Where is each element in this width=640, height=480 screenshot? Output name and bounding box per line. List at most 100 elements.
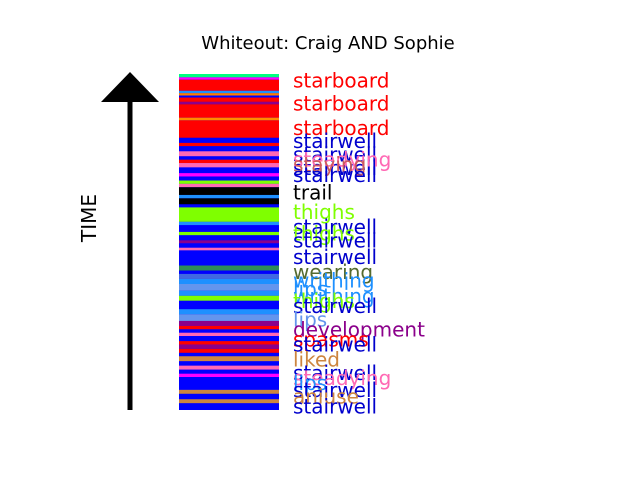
event-label: trail [293,180,332,204]
stripe [179,300,279,310]
event-label: steadying [293,148,391,172]
stripe [179,159,279,164]
stripe [179,336,279,342]
stripe [179,79,279,91]
stripe-column [179,74,279,410]
stripe [179,393,279,400]
stripe [179,270,279,274]
stripe [179,187,279,195]
stripe [179,151,279,157]
event-label: lips [293,371,327,395]
stripe [179,207,279,222]
stripe [179,326,279,330]
stripe [179,146,279,152]
stripe [179,273,279,279]
stripe [179,120,279,138]
stripe [179,173,279,177]
event-label: liked [293,348,340,372]
stripe [179,104,279,118]
time-arrow-head [101,72,159,102]
stripe [179,348,279,353]
stripe [179,314,279,321]
event-label: lips [293,277,327,301]
stripe [179,377,279,390]
stripe [179,137,279,143]
event-label: stairwell [293,294,377,318]
stripe [179,399,279,404]
stripe [179,403,279,410]
stripe [179,389,279,394]
event-label: stairwell [293,361,377,385]
stripe [179,221,279,226]
time-axis [101,72,159,410]
stripe [179,77,279,80]
stripe [179,290,279,296]
event-label: stairwell [293,228,377,252]
stripe [179,97,279,102]
stripe [179,309,279,315]
stripe [179,183,279,188]
stripe [179,74,279,78]
event-label: stairwell [293,129,377,153]
event-label: stairwell [293,332,377,356]
y-axis-label: TIME [77,194,101,243]
stripe [179,142,279,147]
event-label: development [293,317,425,341]
event-label: stairwell [293,215,377,239]
event-label: stairwell [293,156,377,180]
stripe [179,265,279,271]
event-label: stairwell [293,245,377,269]
stripe [179,320,279,326]
stripe [179,156,279,160]
event-labels: starboardstarboardstarboardstairwellstai… [293,69,425,419]
stripe [179,231,279,236]
event-label: writhing [293,284,375,308]
event-label: aniuse [293,385,359,409]
stripe [179,90,279,94]
event-label: stairwell [293,395,377,419]
stripe [179,250,279,266]
stripe [179,93,279,96]
event-label: stairwell [293,143,377,167]
stripe [179,240,279,244]
event-label: thighs [293,200,355,224]
event-label: wearing [293,260,373,284]
stripe [179,247,279,251]
stripe [179,235,279,241]
stripe [179,101,279,105]
event-label: staying [293,153,366,177]
event-label: thighs [293,222,355,246]
stripe [179,295,279,301]
event-label: steadying [293,366,391,390]
event-label: thighs [293,289,355,313]
event-label: stairwell [293,378,377,402]
stripe [179,365,279,370]
stripe [179,373,279,378]
event-label: spasms [293,327,369,351]
stripe [179,117,279,121]
event-label: starboard [293,69,390,93]
stripe [179,198,279,205]
stripe [179,194,279,199]
stripe [179,332,279,337]
stripe [179,341,279,345]
stripe [179,361,279,366]
stripe [179,167,279,174]
event-label: stairwell [293,163,377,187]
event-label: starboard [293,92,390,116]
event-label: starboard [293,116,390,140]
stripe [179,95,279,98]
stripe [179,176,279,181]
stripe [179,243,279,248]
stripe [179,344,279,349]
event-label: writhing [293,269,375,293]
chart-title: Whiteout: Craig AND Sophie [201,33,454,54]
stripe [179,278,279,284]
stripe [179,284,279,291]
stripe [179,204,279,208]
stripe [179,225,279,232]
stripe [179,356,279,362]
stripe [179,329,279,333]
stripe [179,163,279,168]
